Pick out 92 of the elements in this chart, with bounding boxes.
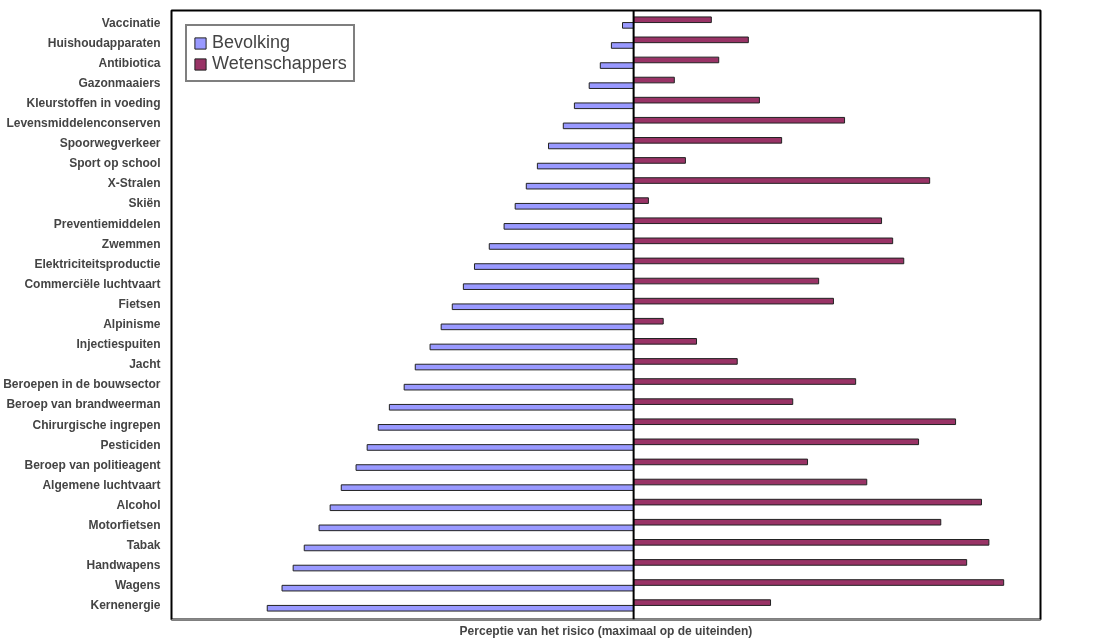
bar [355,464,635,471]
bar [633,76,675,84]
bar [633,358,738,365]
bar [536,162,635,170]
bar [633,197,649,204]
bar [633,157,686,164]
y-tick-label: Fietsen [118,296,161,311]
y-tick-label: Sport op school [69,156,161,171]
bar [633,257,905,265]
bar [377,424,635,431]
bar [633,237,894,245]
y-tick-label: Gazonmaaiers [78,75,161,90]
y-tick-label: Kleurstoffen in voeding [26,95,161,110]
bar [281,584,635,592]
y-tick-label: Huishoudapparaten [47,35,161,50]
bar [633,539,990,546]
y-tick-label: Beroep van brandweerman [6,397,161,412]
bar [633,96,760,104]
bar [633,217,883,225]
bar [340,484,635,491]
y-tick-label: Commerciële luchtvaart [24,276,161,291]
bar [633,498,982,506]
bar [633,518,942,526]
y-tick-label: Elektriciteitsproductie [34,256,161,271]
bar [440,323,635,331]
bar [473,263,635,270]
bar [633,579,1005,586]
y-tick-label: Chirurgische ingrepen [32,417,161,432]
bar [451,303,635,311]
bar [403,383,635,391]
bar [633,438,920,446]
y-tick-label: Kernenergie [90,598,161,613]
y-tick-label: Motorfietsen [88,518,161,533]
y-tick-label: Antibiotica [98,55,161,70]
bar [414,363,635,371]
y-tick-label: Alpinisme [103,317,161,332]
bar [318,524,635,532]
bar [633,398,794,405]
bar [573,102,635,110]
y-tick-label: Beroepen in de bouwsector [3,377,161,392]
bar [633,116,846,124]
y-tick-label: Levensmiddelenconserven [6,116,161,131]
bar [633,297,834,305]
bar [503,223,635,230]
y-tick-label: Preventiemiddelen [53,216,161,231]
bar [633,458,809,466]
legend-label: Wetenschappers [212,53,347,74]
bar [633,478,868,486]
bar [429,343,635,351]
bar [514,202,635,210]
bar [633,36,749,44]
bar [329,504,635,512]
x-axis-title: Perceptie van het risico (maximaal op de uiteinden) [459,623,753,638]
y-tick-label: Jacht [129,357,161,372]
bar [633,277,820,285]
bar [292,564,635,572]
bar [303,544,635,552]
y-tick-label: Handwapens [86,558,161,573]
bar [633,599,772,606]
bar [633,559,968,566]
bar [633,378,857,385]
y-tick-label: Beroep van politieagent [24,457,161,472]
bar [462,283,635,290]
y-tick-label: Vaccinatie [101,15,161,30]
bar [633,338,698,345]
y-tick-label: Injectiespuiten [76,337,161,352]
bar [266,604,635,612]
bar [366,444,635,451]
bar [633,317,664,325]
bar [388,403,635,411]
y-tick-label: Skiën [128,196,161,211]
y-tick-label: Alcohol [116,497,161,512]
y-tick-label: Tabak [126,538,161,553]
bar [633,56,720,64]
y-tick-label: Zwemmen [101,236,161,251]
y-tick-label: X-Stralen [107,176,161,191]
bar [610,42,635,49]
bar [525,182,635,190]
bar [562,122,635,130]
bar [599,62,635,69]
bar [633,177,931,184]
bar [622,22,635,29]
y-tick-label: Pesticiden [100,437,161,452]
y-tick-label: Algemene luchtvaart [42,477,161,492]
y-tick-label: Spoorwegverkeer [59,136,161,151]
bar [588,82,635,89]
bar [633,137,783,144]
legend-label: Bevolking [212,32,291,53]
bar [633,16,712,24]
y-tick-label: Wagens [114,578,161,593]
bar [633,418,957,426]
bar [488,243,635,250]
